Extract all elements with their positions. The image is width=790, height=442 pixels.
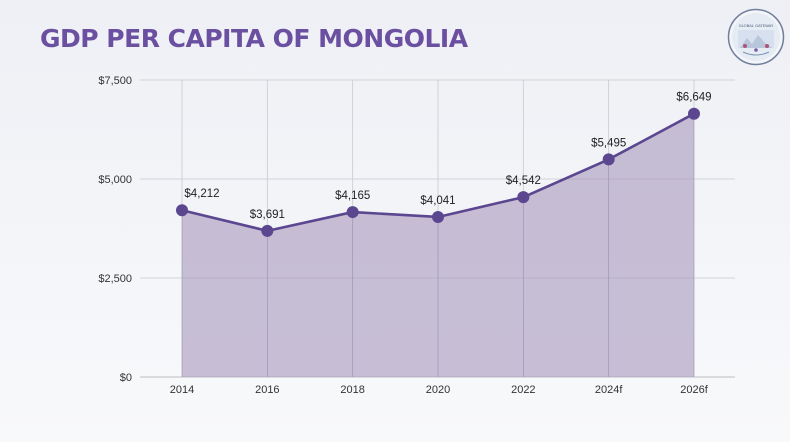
- data-point: [176, 204, 188, 217]
- x-tick-label: 2018: [340, 384, 364, 396]
- data-label: $4,542: [506, 175, 541, 187]
- data-label: $5,495: [591, 137, 626, 149]
- x-tick-label: 2016: [255, 384, 279, 396]
- logo: GLOBAL GATEWAY: [727, 8, 785, 66]
- data-point: [602, 153, 615, 166]
- logo-text: GLOBAL GATEWAY: [738, 23, 774, 28]
- y-tick-label: $7,500: [98, 75, 132, 87]
- y-tick-label: $0: [120, 372, 132, 384]
- y-tick-label: $5,000: [98, 174, 132, 186]
- x-tick-label: 2014: [170, 384, 194, 396]
- data-label: $6,649: [676, 92, 711, 104]
- data-label: $4,165: [335, 190, 370, 202]
- x-tick-label: 2020: [426, 384, 450, 396]
- data-point: [261, 224, 274, 237]
- chart-title: GDP PER CAPITA OF MONGOLIA: [40, 24, 468, 53]
- data-label: $4,041: [420, 195, 455, 207]
- x-tick-label: 2026f: [680, 384, 708, 396]
- x-tick-label: 2024f: [595, 384, 623, 396]
- data-point: [688, 107, 700, 120]
- data-point: [517, 191, 530, 204]
- logo-emblem-icon: [727, 8, 785, 66]
- data-point: [432, 210, 444, 223]
- x-tick-label: 2022: [511, 384, 535, 396]
- data-label: $3,691: [250, 209, 285, 221]
- y-tick-label: $2,500: [98, 273, 132, 285]
- data-label: $4,212: [184, 188, 219, 200]
- data-point: [346, 206, 359, 219]
